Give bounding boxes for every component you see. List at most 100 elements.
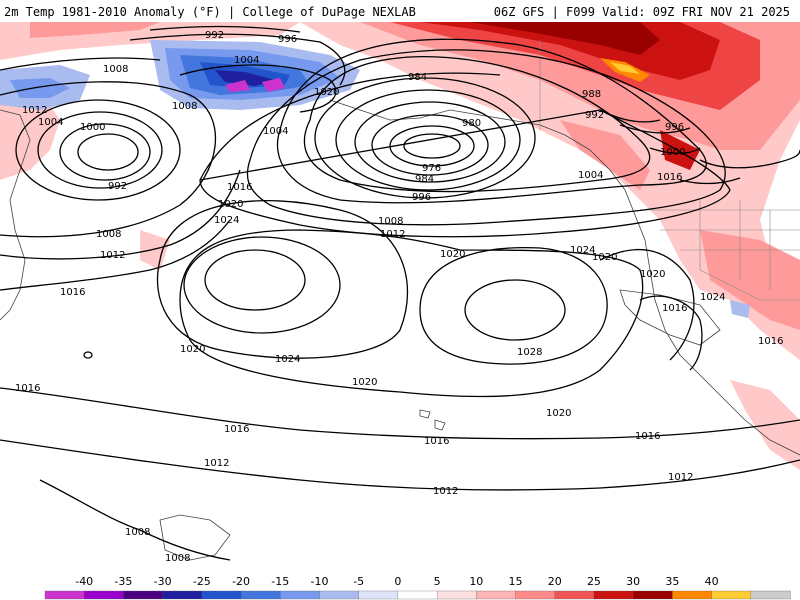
anomaly-map: 992 996 1004 1008 1012 1004 1008 1020 98… — [0, 22, 800, 570]
pressure-centers — [83, 351, 93, 359]
legend-tick-label: 35 — [665, 575, 679, 588]
isobar-label: 1008 — [172, 101, 197, 112]
legend-swatch — [44, 590, 85, 600]
isobar-1012-south — [0, 439, 800, 491]
isobar-label: 1000 — [80, 122, 105, 133]
isobar-low-west-1004 — [15, 99, 181, 201]
isobar-high-east-1028 — [464, 279, 566, 341]
legend-swatch — [397, 590, 438, 600]
isobar-1004 — [276, 38, 707, 204]
legend-tick-label: -20 — [232, 575, 250, 588]
legend-tick-label: 30 — [626, 575, 640, 588]
legend-tick-label: -5 — [353, 575, 364, 588]
isobar-label: 996 — [278, 34, 297, 45]
isobar-low-center-976 — [403, 133, 461, 159]
legend-color-bar — [44, 590, 791, 600]
legend-swatch — [672, 590, 713, 600]
legend-swatch — [633, 590, 674, 600]
isobar-label: 1004 — [263, 126, 288, 137]
isobar-1016-east — [639, 295, 703, 371]
isobar-label: 1008 — [103, 64, 128, 75]
isobar-label: 1008 — [96, 229, 121, 240]
model-run-info: 06Z GFS | F099 Valid: 09Z FRI NOV 21 202… — [493, 5, 790, 19]
isobar-1008-south — [39, 479, 231, 561]
isobar-label: 1024 — [214, 215, 239, 226]
isobar-label: 1012 — [668, 472, 693, 483]
isobar-label: 1016 — [15, 383, 40, 394]
isobar-label: 984 — [415, 174, 434, 185]
isobar-label: 1012 — [100, 250, 125, 261]
isobar-1008-west — [0, 81, 217, 238]
isobar-1024-east-high — [419, 246, 608, 365]
isobar-label: 1020 — [440, 249, 465, 260]
isobar-label: 1016 — [635, 431, 660, 442]
isobar-label: 980 — [462, 118, 481, 129]
isobar-low-996 — [314, 77, 536, 199]
legend-swatch — [201, 590, 242, 600]
isobar-label: 996 — [665, 122, 684, 133]
isobar-label: 1024 — [700, 292, 725, 303]
isobar-label: 984 — [408, 72, 427, 83]
isobar-label: 992 — [108, 181, 127, 192]
isobar-1016-west — [0, 219, 231, 291]
legend-swatch — [319, 590, 360, 600]
legend-swatch — [515, 590, 556, 600]
isobar-small-hawaii — [83, 351, 93, 359]
isobar-1020-west-high — [156, 199, 408, 359]
isobar-label: 1016 — [657, 172, 682, 183]
isobar-1000-coast — [649, 147, 701, 154]
legend-tick-label: -35 — [114, 575, 132, 588]
legend-swatch — [554, 590, 595, 600]
color-legend: -40 -35 -30 -25 -20 -15 -10 -5 0 5 10 15 20 25 30 35 40 — [0, 570, 800, 600]
isobar-1000-east — [303, 55, 651, 193]
legend-tick-label: 20 — [548, 575, 562, 588]
isobar-labels: 992 996 1004 1008 1012 1004 1008 1020 98… — [15, 30, 783, 564]
isobar-label: 1008 — [125, 527, 150, 538]
isobar-label: 1016 — [227, 182, 252, 193]
isobar-low-980 — [389, 125, 475, 167]
isobar-label: 1020 — [218, 199, 243, 210]
legend-tick-label: -10 — [310, 575, 328, 588]
legend-tick-label: -25 — [193, 575, 211, 588]
isobar-label: 1016 — [60, 287, 85, 298]
isobar-label: 1016 — [758, 336, 783, 347]
isobar-label: 1012 — [22, 105, 47, 116]
legend-swatch — [358, 590, 399, 600]
isobar-low-992 — [335, 89, 521, 191]
isobar-label: 1020 — [546, 408, 571, 419]
isobar-label: 1020 — [640, 269, 665, 280]
legend-tick-label: -15 — [271, 575, 289, 588]
isobar-label: 992 — [585, 110, 604, 121]
isobar-1008 — [246, 49, 726, 226]
isobar-1012 — [199, 72, 731, 238]
isobar-label: 1016 — [424, 436, 449, 447]
political-borders — [539, 40, 800, 301]
isobar-992-coast — [599, 109, 661, 123]
isobars — [0, 25, 800, 561]
isobar-1020-east — [599, 248, 695, 361]
isobar-label: 1016 — [224, 424, 249, 435]
isobar-low-west-992 — [77, 133, 139, 171]
isobar-1020-mid — [179, 229, 644, 398]
map-title: 2m Temp 1981-2010 Anomaly (°F) | College… — [4, 5, 416, 19]
isobar-label: 996 — [412, 192, 431, 203]
isobar-label: 988 — [582, 89, 601, 100]
isobar-label: 1008 — [165, 553, 190, 564]
isobar-label: 1020 — [314, 87, 339, 98]
legend-tick-label: 5 — [434, 575, 441, 588]
isobar-high-west-1024-inner — [204, 249, 306, 311]
cold-anomaly-shading — [0, 40, 750, 318]
legend-swatch — [436, 590, 477, 600]
isobar-label: 1012 — [204, 458, 229, 469]
legend-tick-label: -30 — [154, 575, 172, 588]
isobar-label: 1004 — [234, 55, 259, 66]
legend-swatch — [123, 590, 164, 600]
isobar-label: 1024 — [570, 245, 595, 256]
isobar-label: 1012 — [433, 486, 458, 497]
legend-swatch — [280, 590, 321, 600]
legend-tick-label: 10 — [469, 575, 483, 588]
isobar-label: 1020 — [352, 377, 377, 388]
legend-tick-label: 0 — [394, 575, 401, 588]
isobar-label: 1024 — [275, 354, 300, 365]
legend-swatch — [84, 590, 125, 600]
